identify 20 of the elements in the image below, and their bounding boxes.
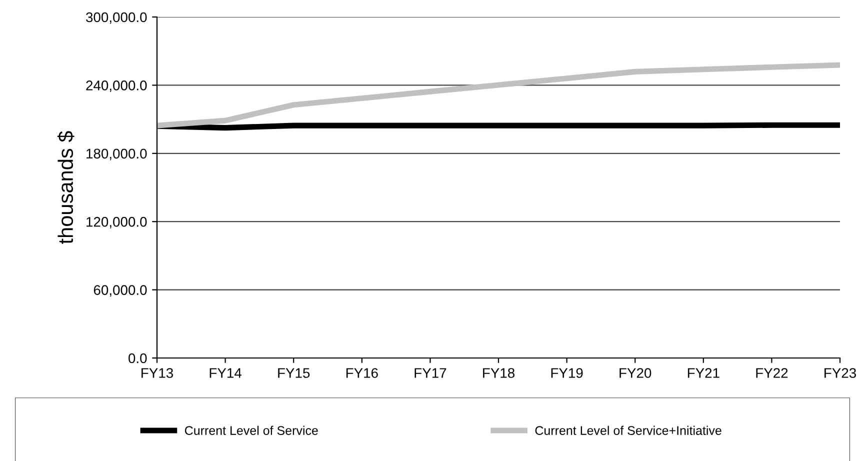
y-tick-label: 0.0 [128,353,147,364]
x-tick-label: FY21 [688,368,720,378]
y-axis-title: thousands $ [57,131,74,244]
x-tick-label: FY16 [346,368,378,378]
legend-label: Current Level of Service+Initiative [535,426,722,435]
x-tick-label: FY23 [824,368,856,378]
x-tick-label: FY17 [414,368,446,378]
y-tick-label: 240,000.0 [86,80,147,92]
x-tick-label: FY20 [620,368,652,378]
x-tick-label: FY13 [142,368,173,378]
legend-label: Current Level of Service [184,426,318,435]
x-tick-label: FY22 [756,368,788,378]
y-tick-label: 60,000.0 [94,285,147,297]
x-tick-label: FY15 [278,368,310,378]
y-tick-label: 120,000.0 [86,216,147,228]
y-tick-label: 180,000.0 [86,148,147,160]
x-tick-label: FY14 [210,368,242,378]
y-tick-label: 300,000.0 [86,12,147,24]
x-tick-label: FY18 [483,368,514,378]
x-tick-label: FY19 [551,368,583,378]
